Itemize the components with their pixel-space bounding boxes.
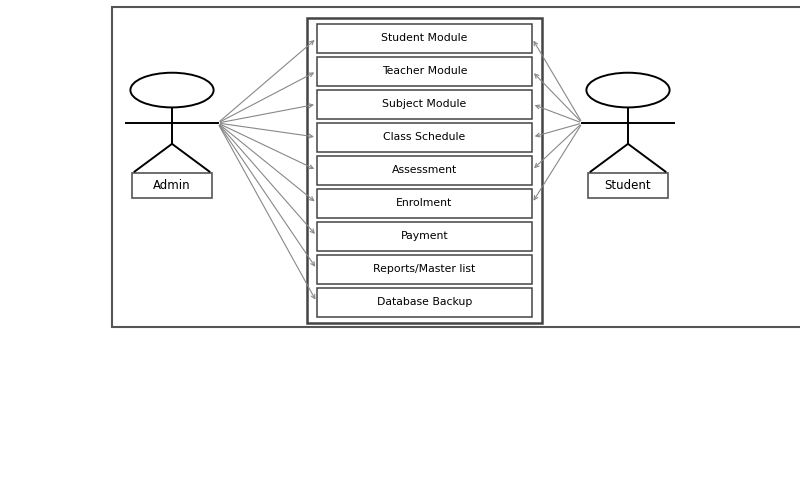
Bar [317, 122, 532, 152]
Text: Enrolment: Enrolment [396, 198, 453, 208]
Bar [317, 254, 532, 284]
Text: Use Case Diagram: Use Case Diagram [299, 426, 655, 460]
Bar [132, 173, 212, 198]
Bar [112, 7, 800, 327]
Text: iNetTutor.com: iNetTutor.com [46, 461, 109, 469]
Text: Reports/Master list: Reports/Master list [374, 264, 475, 274]
Bar [317, 24, 532, 53]
Bar [307, 18, 542, 323]
Text: Student Module: Student Module [382, 33, 467, 43]
Bar [317, 222, 532, 251]
Bar [317, 90, 532, 119]
Bar [317, 57, 532, 86]
Text: Admin: Admin [153, 180, 191, 192]
Bar [317, 156, 532, 185]
Text: Class Schedule: Class Schedule [383, 132, 466, 142]
Text: Student: Student [605, 180, 651, 192]
Bar [317, 189, 532, 217]
Text: Assessment: Assessment [392, 165, 457, 175]
Text: Subject Module: Subject Module [382, 99, 466, 109]
Text: Teacher Module: Teacher Module [382, 66, 467, 76]
Text: Database Backup: Database Backup [377, 297, 472, 307]
Text: Payment: Payment [401, 231, 448, 241]
Text: Enrollment System: Enrollment System [10, 395, 322, 423]
Bar [588, 173, 668, 198]
Bar [317, 288, 532, 317]
